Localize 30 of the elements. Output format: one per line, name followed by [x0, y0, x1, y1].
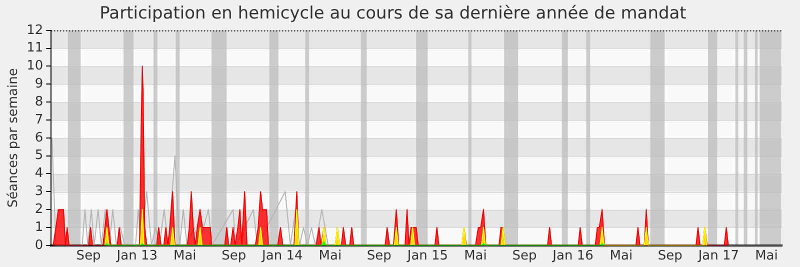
y-tick-label: 6: [34, 130, 44, 146]
x-tick-label: Mai: [755, 248, 778, 264]
x-tick-label: Sep: [76, 248, 101, 264]
x-tick-label: Jan 16: [552, 248, 594, 264]
y-tick-label: 12: [26, 22, 44, 38]
y-tick-label: 10: [26, 58, 44, 74]
chart-title: Participation en hemicycle au cours de sa dernière année de mandat: [100, 4, 687, 24]
x-tick-label: Mai: [464, 248, 487, 264]
y-tick-label: 0: [34, 238, 44, 253]
x-tick-label: Mai: [610, 248, 633, 264]
x-tick-label: Jan 15: [406, 248, 448, 264]
x-tick-label: Sep: [512, 248, 537, 264]
x-tick-label: Jan 13: [116, 248, 158, 264]
y-tick-label: 5: [34, 148, 44, 164]
y-tick-label: 1: [34, 220, 44, 235]
x-tick-label: Jan 17: [697, 248, 740, 264]
y-tick-label: 2: [34, 202, 44, 217]
y-tick-label: 4: [34, 166, 44, 182]
y-tick-label: 9: [34, 76, 44, 92]
y-axis-title: Séances par semaine: [6, 68, 22, 208]
y-tick-label: 11: [26, 40, 44, 56]
x-tick-label: Sep: [222, 248, 246, 264]
x-tick-label: Jan 14: [261, 248, 303, 264]
x-tick-label: Sep: [658, 248, 682, 264]
y-tick-label: 3: [34, 184, 44, 200]
y-tick-label: 7: [34, 112, 44, 128]
x-tick-label: Sep: [366, 248, 392, 264]
x-tick-label: Mai: [318, 248, 342, 264]
x-tick-label: Mai: [173, 248, 196, 264]
y-tick-label: 8: [34, 94, 44, 110]
